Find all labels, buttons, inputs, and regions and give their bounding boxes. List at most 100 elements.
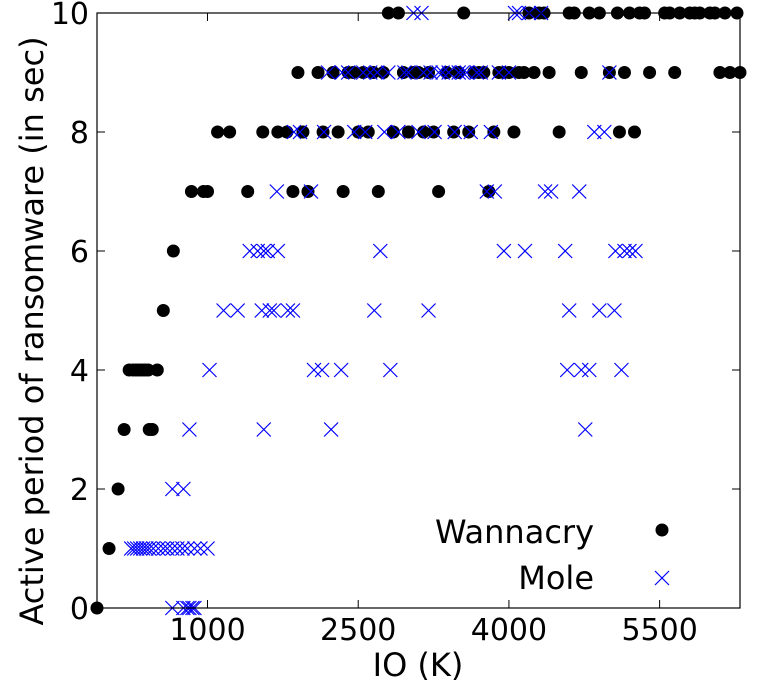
point-wannacry (552, 125, 566, 139)
point-mole (316, 124, 332, 140)
point-mole (355, 65, 371, 80)
point-wannacry (643, 66, 657, 79)
point-mole (401, 65, 416, 80)
point-mole (303, 184, 319, 199)
point-mole (614, 362, 629, 378)
point-mole (333, 362, 349, 378)
point-wannacry (482, 185, 496, 198)
point-wannacry (286, 185, 300, 198)
point-wannacry (386, 125, 400, 139)
point-mole (557, 243, 573, 259)
y-tick-label: 10 (51, 0, 89, 32)
point-wannacry (271, 125, 285, 139)
point-mole (596, 124, 612, 140)
point-mole (254, 303, 270, 318)
point-mole (366, 303, 382, 318)
point-mole (451, 65, 467, 80)
y-axis-ticks: 0 2 4 6 8 10 (51, 0, 740, 627)
point-wannacry (617, 66, 631, 79)
point-wannacry (440, 66, 454, 79)
point-mole (571, 184, 587, 199)
point-mole (320, 65, 336, 80)
point-wannacry (612, 125, 626, 139)
point-wannacry (396, 66, 410, 79)
point-mole (179, 541, 195, 556)
y-tick-label: 0 (70, 592, 89, 627)
series-wannacry (90, 6, 747, 615)
point-mole (175, 481, 191, 497)
point-mole (292, 124, 308, 140)
point-wannacry (487, 125, 501, 139)
point-mole (269, 184, 285, 199)
x-axis-label: IO (K) (373, 646, 464, 684)
point-mole (427, 124, 442, 140)
point-mole (463, 124, 479, 140)
point-mole (487, 184, 503, 199)
point-mole (182, 422, 197, 437)
point-wannacry (412, 66, 425, 79)
point-mole (469, 65, 485, 80)
point-wannacry (668, 66, 682, 79)
point-wannacry (417, 125, 431, 139)
point-mole (455, 65, 471, 80)
point-wannacry (316, 125, 330, 139)
point-mole (270, 243, 286, 259)
point-mole (501, 65, 517, 80)
point-wannacry (201, 185, 215, 198)
point-mole (606, 303, 622, 318)
point-wannacry (256, 125, 270, 139)
point-wannacry (301, 185, 315, 198)
point-mole (473, 65, 489, 80)
point-mole (306, 362, 322, 378)
point-wannacry (241, 185, 255, 198)
point-mole (334, 65, 350, 80)
point-mole (561, 303, 577, 318)
point-mole (622, 243, 637, 259)
legend-marker-mole (654, 570, 670, 586)
point-wannacry (507, 125, 521, 139)
point-mole (382, 362, 398, 378)
x-tick-label: 2500 (320, 613, 396, 648)
point-mole (380, 65, 396, 80)
x-tick-label: 1000 (169, 613, 245, 648)
point-mole (286, 124, 302, 140)
y-tick-label: 8 (70, 116, 89, 151)
point-wannacry (211, 125, 225, 139)
point-mole (447, 124, 463, 140)
point-mole (193, 541, 208, 556)
x-tick-label: 4000 (471, 613, 547, 648)
point-mole (256, 422, 272, 437)
point-wannacry (628, 125, 642, 139)
point-wannacry (280, 125, 294, 139)
point-wannacry (462, 125, 476, 139)
x-axis-ticks: 1000 2500 4000 5500 (169, 13, 698, 648)
point-mole (323, 422, 339, 437)
point-wannacry (184, 185, 198, 198)
point-mole (174, 541, 190, 556)
point-wannacry (574, 66, 588, 79)
point-wannacry (346, 66, 360, 79)
point-mole (397, 65, 412, 80)
point-wannacry (145, 423, 159, 436)
point-mole (138, 541, 154, 556)
point-wannacry (223, 125, 237, 139)
point-wannacry (166, 244, 180, 258)
point-wannacry (331, 125, 345, 139)
legend-label-wannacry: Wannacry (435, 513, 594, 551)
point-mole (230, 303, 246, 318)
legend: Wannacry Mole (435, 513, 670, 597)
plot-frame (96, 12, 741, 609)
point-wannacry (141, 363, 155, 377)
point-mole (256, 243, 272, 259)
point-wannacry (432, 185, 446, 198)
point-wannacry (427, 125, 441, 139)
point-wannacry (447, 125, 461, 139)
point-mole (435, 65, 451, 80)
y-tick-label: 4 (70, 354, 89, 389)
point-wannacry (723, 66, 737, 79)
point-mole (200, 541, 215, 556)
point-mole (390, 124, 406, 140)
point-mole (216, 303, 232, 318)
point-mole (340, 65, 356, 80)
